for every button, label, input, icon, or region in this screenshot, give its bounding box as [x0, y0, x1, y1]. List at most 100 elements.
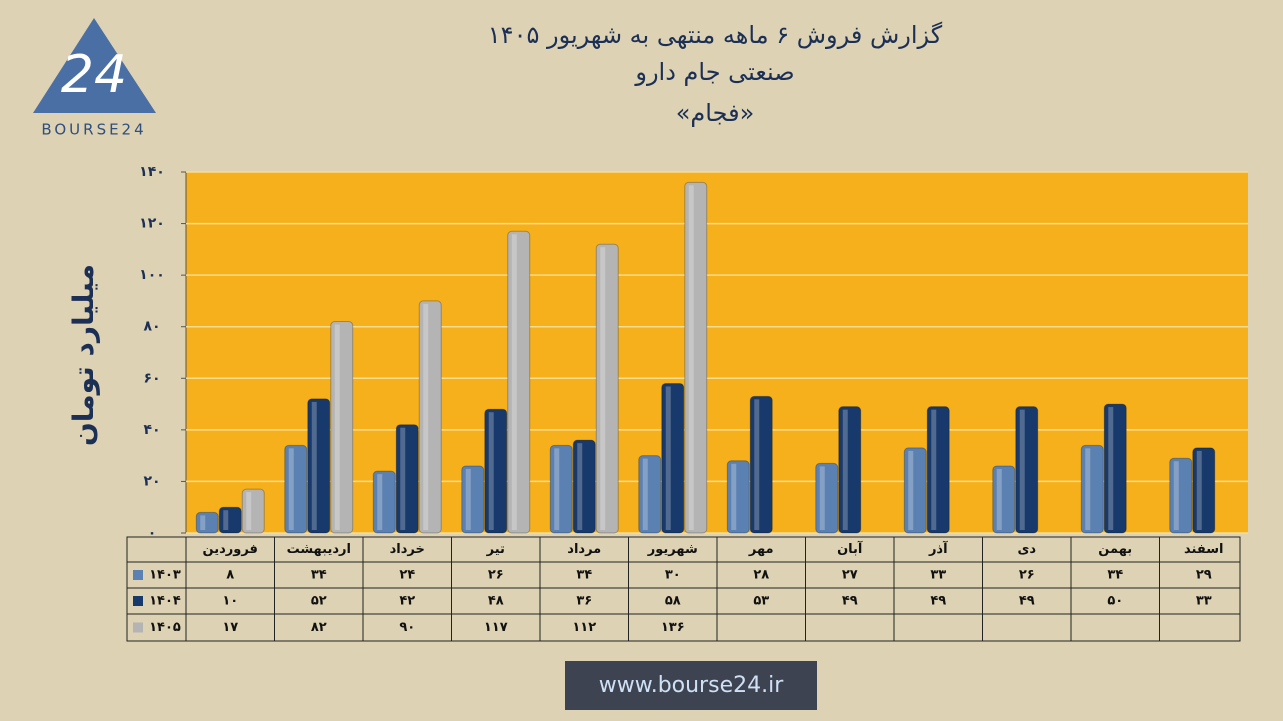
bar-shine	[1108, 407, 1114, 530]
value-label: ۳۴	[1107, 568, 1123, 583]
x-tick-label: شهریور	[647, 542, 698, 557]
value-label: ۴۹	[842, 594, 858, 609]
bar	[572, 439, 596, 534]
bar-shine	[754, 399, 760, 530]
bar-shine	[377, 474, 383, 530]
bar-shine	[200, 515, 206, 530]
bar	[815, 462, 839, 534]
value-label: ۵۳	[753, 594, 769, 609]
bar	[749, 395, 773, 534]
value-label: ۳۴	[576, 568, 592, 583]
bar	[507, 230, 531, 534]
plot-area	[186, 172, 1248, 533]
legend-label: ۱۴۰۵	[149, 620, 181, 635]
value-label: ۲۹	[1196, 568, 1212, 583]
value-label: ۲۶	[1019, 568, 1035, 583]
legend-marker	[133, 622, 143, 633]
y-tick-label: ۶۰	[143, 370, 160, 386]
value-label: ۴۸	[488, 594, 504, 609]
bar-shine	[554, 448, 560, 530]
value-label: ۳۴	[311, 568, 327, 583]
bar-shine	[1173, 461, 1179, 530]
bar	[726, 460, 750, 534]
value-label: ۲۴	[399, 568, 415, 583]
bar	[1080, 444, 1104, 534]
y-tick-label: ۸۰	[143, 319, 160, 335]
bar-shine	[996, 468, 1002, 530]
bar	[241, 488, 265, 534]
bar	[284, 444, 308, 534]
bar-shine	[665, 386, 671, 530]
bar-shine	[1085, 448, 1091, 530]
value-label: ۸۲	[311, 620, 327, 635]
value-label: ۸	[226, 568, 234, 583]
bar	[372, 470, 396, 534]
value-label: ۱۳۶	[661, 620, 685, 635]
y-tick-label: ۰	[148, 525, 157, 541]
bar	[307, 398, 331, 534]
bar-shine	[577, 443, 583, 530]
bar-shine	[465, 468, 471, 530]
bar-shine	[1019, 409, 1025, 530]
value-label: ۴۹	[1019, 594, 1035, 609]
bar-shine	[223, 510, 229, 530]
legend-label: ۱۴۰۴	[149, 594, 181, 609]
bar	[484, 408, 508, 534]
bar-shine	[288, 448, 294, 530]
x-tick-label: تیر	[486, 542, 505, 557]
value-label: ۲۸	[753, 568, 769, 583]
bar-shine	[600, 247, 606, 530]
bar-shine	[819, 466, 825, 530]
y-tick-label: ۱۴۰	[139, 164, 165, 180]
x-tick-label: فروردین	[203, 542, 258, 557]
bar-shine	[731, 463, 737, 530]
x-tick-label: مهر	[748, 542, 774, 557]
bar	[903, 447, 927, 534]
bar-shine	[642, 458, 648, 530]
symbol: «فجام»	[676, 99, 755, 127]
footer-box	[565, 661, 817, 710]
value-label: ۳۶	[576, 594, 592, 609]
footer-url: www.bourse24.ir	[599, 673, 784, 698]
bar	[418, 300, 442, 534]
value-label: ۵۲	[311, 594, 327, 609]
bar	[461, 465, 485, 534]
x-tick-label: آذر	[928, 540, 948, 557]
y-tick-label: ۱۲۰	[139, 216, 165, 232]
x-tick-label: دی	[1017, 542, 1036, 557]
bar	[1015, 406, 1039, 534]
bar-shine	[511, 234, 517, 531]
value-label: ۲۶	[488, 568, 504, 583]
value-label: ۱۰	[222, 594, 238, 609]
bar-shine	[488, 412, 494, 530]
bar	[638, 455, 662, 534]
x-tick-label: بهمن	[1098, 542, 1132, 557]
bar	[1192, 447, 1216, 534]
bar-shine	[423, 303, 429, 530]
bar	[684, 181, 708, 534]
bar	[595, 243, 619, 534]
value-label: ۱۱۷	[484, 620, 508, 635]
legend-marker	[133, 596, 143, 606]
bar-shine	[908, 450, 914, 530]
value-label: ۵۸	[665, 594, 681, 609]
chart-subtitle: صنعتی جام دارو	[634, 58, 794, 86]
value-label: ۵۰	[1107, 594, 1123, 609]
value-label: ۳۳	[930, 568, 946, 583]
bar	[992, 465, 1016, 534]
bar-shine	[842, 409, 848, 530]
bar	[1103, 403, 1127, 534]
y-axis-label: میلیارد تومان	[67, 264, 100, 446]
bar	[661, 382, 685, 534]
value-label: ۴۹	[930, 594, 946, 609]
bar	[330, 321, 354, 534]
bar	[395, 424, 419, 534]
y-tick-label: ۴۰	[143, 422, 160, 438]
x-tick-label: اردیبهشت	[287, 542, 351, 557]
value-label: ۹۰	[399, 620, 415, 635]
bar	[549, 444, 573, 534]
bar	[926, 406, 950, 534]
legend-label: ۱۴۰۳	[149, 568, 181, 583]
value-label: ۱۷	[222, 620, 238, 635]
